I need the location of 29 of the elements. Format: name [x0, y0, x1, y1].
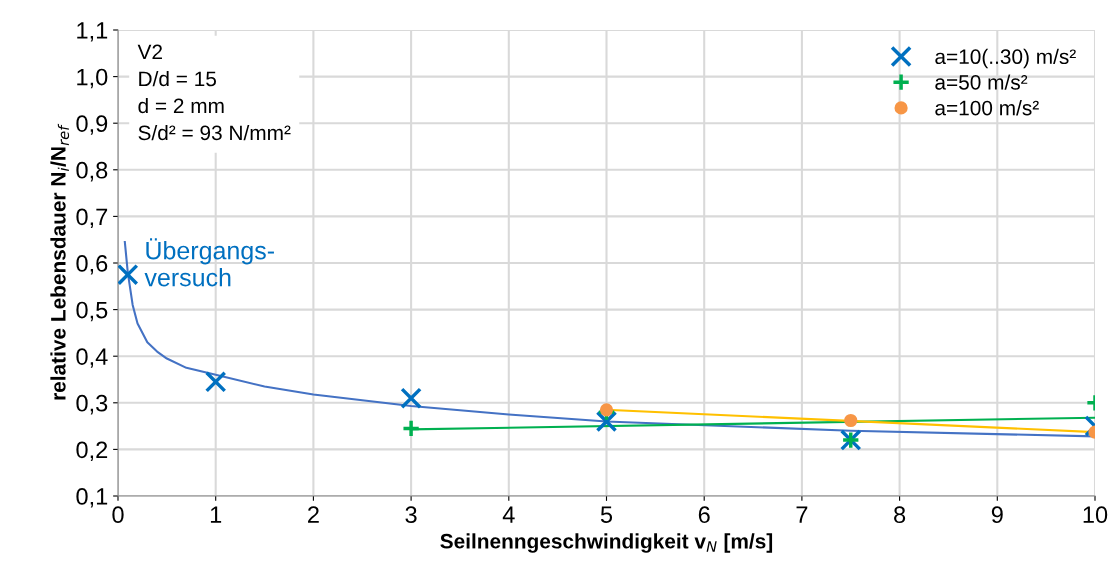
- x-tick-label: 10: [1083, 506, 1108, 524]
- y-tick-label: 0,3: [76, 394, 108, 415]
- x-tick-label: 1: [210, 506, 222, 523]
- x-tick-label: 4: [502, 506, 515, 523]
- legend-label: a=100 m/s²: [935, 100, 1039, 116]
- y-tick-label: 0,8: [76, 161, 108, 182]
- x-tick-label: 8: [894, 506, 906, 524]
- x-tick-label: 5: [600, 506, 613, 524]
- y-tick-label: 0,5: [76, 301, 108, 322]
- x-tick-label: 7: [796, 506, 808, 523]
- x-tick-label: 0: [112, 506, 124, 524]
- annotation: Übergangs- versuch: [144, 238, 274, 287]
- y-tick-label: 0,9: [76, 115, 108, 135]
- y-tick-label: 0,4: [76, 348, 108, 368]
- x-tick-label: 3: [405, 506, 417, 524]
- x-tick-label: 9: [991, 506, 1003, 524]
- legend-label: a=50 m/s²: [935, 74, 1028, 90]
- y-tick-label: 0,6: [76, 255, 108, 275]
- y-tick-label: 0,1: [76, 488, 108, 508]
- y-tick-label: 1,0: [77, 68, 108, 89]
- x-axis-title: Seilnenngeschwindigkeit v$_{N}$ [m/s]: [440, 533, 773, 553]
- x-tick-label: 6: [698, 506, 710, 524]
- legend-label: a=10(..30) m/s²: [935, 48, 1076, 69]
- annotation: V2 D/d = 15 d = 2 mm S/d² = 93 N/mm²: [137, 44, 291, 141]
- y-tick-label: 1,1: [77, 22, 108, 42]
- y-tick-label: 0,2: [76, 441, 108, 461]
- y-tick-label: 0,7: [76, 208, 108, 228]
- x-tick-label: 2: [308, 506, 319, 523]
- y-axis-title: relative Lebensdauer N$_{i}$/N$_{ref}$: [50, 123, 70, 400]
